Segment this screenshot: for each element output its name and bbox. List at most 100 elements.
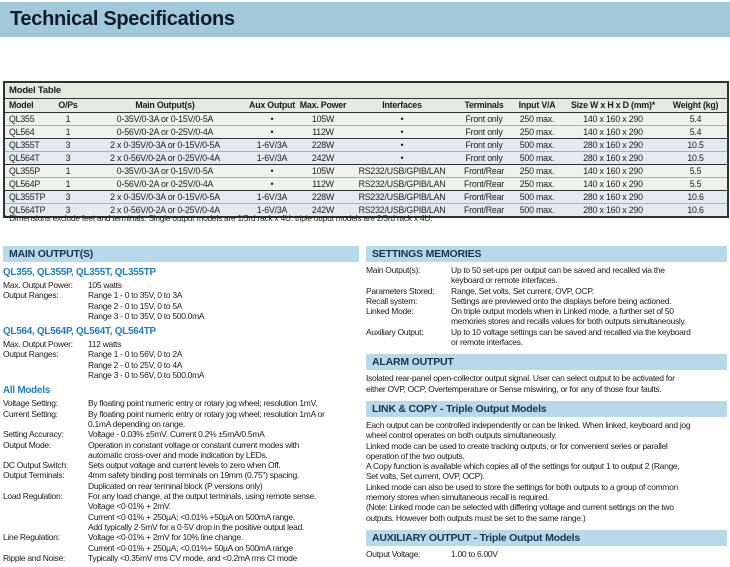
- table-header-cell: O/Ps: [52, 98, 84, 113]
- table-cell: 1-6V/3A: [246, 138, 298, 152]
- table-cell: 10.6: [664, 190, 729, 204]
- spec-value: Up to 50 set-ups per output can be saved…: [451, 265, 665, 286]
- alarm-output-text: Isolated rear-panel open-collector outpu…: [366, 373, 675, 394]
- paragraph: Each output can be controlled independen…: [366, 419, 691, 441]
- table-cell: Front only: [456, 112, 512, 126]
- table-cell: 1-6V/3A: [246, 190, 298, 204]
- table-header-cell: Input V/A: [512, 98, 562, 113]
- table-cell: 242W: [298, 151, 348, 165]
- table-cell: 242W: [298, 203, 348, 218]
- section-header-alarm-output: ALARM OUTPUT: [366, 354, 727, 371]
- table-cell: 112W: [298, 177, 348, 191]
- table-cell: 140 x 160 x 290: [562, 164, 664, 178]
- table-cell: 250 max.: [512, 164, 562, 178]
- spec-value: Range 1 - 0 to 35V, 0 to 3A Range 2 - 0 …: [88, 290, 205, 321]
- spec-value: Typically <0.35mV rms CV mode, and <0.2m…: [88, 552, 297, 563]
- table-row: QL564TP 3 2 x 0-56V/0-2A or 0-25V/0-4A 1-6V…: [4, 203, 729, 218]
- spec-label: Recall system:: [366, 295, 418, 306]
- table-header-cell: Weight (kg): [664, 98, 729, 113]
- spec-value: Voltage <0·01% + 2mV for 10% line change…: [88, 532, 293, 553]
- spec-value: By floating point numeric entry or rotar…: [88, 398, 318, 409]
- spec-row: Line Regulation: Voltage <0·01% + 2mV fo…: [3, 532, 359, 553]
- table-cell: 280 x 160 x 290: [562, 151, 664, 165]
- paragraph: Linked mode can be used to create tracki…: [366, 440, 668, 461]
- table-cell: 10.6: [664, 203, 729, 218]
- section-heading-text: AUXILIARY OUTPUT - Triple Output Models: [372, 531, 581, 544]
- model-table-title-row: Model Table: [4, 82, 729, 99]
- spec-value: 4mm safety binding post terminals on 19m…: [88, 470, 299, 491]
- table-cell: 250 max.: [512, 125, 562, 139]
- table-cell: 0-56V/0-2A or 0-25V/0-4A: [84, 125, 246, 139]
- spec-value: 1.00 to 6.00V: [451, 548, 498, 559]
- table-cell: 5.4: [664, 112, 729, 126]
- model-table-body: QL355 1 0-35V/0-3A or 0-15V/0-5A • 105W • Fron…: [4, 112, 729, 218]
- table-cell: 10.5: [664, 151, 729, 165]
- table-cell: 1: [52, 112, 84, 126]
- table-row: QL564T 3 2 x 0-56V/0-2A or 0-25V/0-4A 1-6V/…: [4, 151, 729, 165]
- table-cell: •: [348, 151, 456, 165]
- table-cell: RS232/USB/GPIB/LAN: [348, 203, 456, 218]
- table-header-cell: Aux Output: [246, 98, 298, 113]
- spec-row: Output Terminals: 4mm safety binding pos…: [3, 470, 359, 491]
- table-cell: 280 x 160 x 290: [562, 138, 664, 152]
- table-header-cell: Main Output(s): [84, 98, 246, 113]
- table-row: QL355 1 0-35V/0-3A or 0-15V/0-5A • 105W • Fron…: [4, 112, 729, 126]
- table-cell: •: [348, 125, 456, 139]
- spec-row: Max. Output Power: 105 watts: [3, 280, 359, 290]
- table-cell: •: [246, 164, 298, 178]
- table-cell: 500 max.: [512, 138, 562, 152]
- table-cell: QL564: [4, 125, 52, 139]
- table-cell: •: [246, 125, 298, 139]
- spec-value: Range, Set volts, Set current, OVP, OCP.: [451, 285, 594, 296]
- table-cell: Front/Rear: [456, 164, 512, 178]
- table-cell: RS232/USB/GPIB/LAN: [348, 190, 456, 204]
- spec-label: Parameters Stored:: [366, 285, 435, 296]
- model-table-header-row: Model O/Ps Main Output(s) Aux Output Max. Po…: [4, 98, 729, 113]
- table-header-cell: Size W x H x D (mm)*: [562, 98, 664, 113]
- table-cell: 5.5: [664, 177, 729, 191]
- table-cell: 1-6V/3A: [246, 151, 298, 165]
- table-cell: QL355TP: [4, 190, 52, 204]
- table-cell: 3: [52, 190, 84, 204]
- spec-row: Recall system: Settings are previewed on…: [366, 296, 727, 306]
- table-cell: Front/Rear: [456, 190, 512, 204]
- spec-label: Output Ranges:: [3, 349, 59, 360]
- table-cell: 140 x 160 x 290: [562, 125, 664, 139]
- section-header-main-outputs: MAIN OUTPUT(S): [3, 246, 359, 262]
- spec-row: Linked Mode: On triple output models whe…: [366, 306, 727, 327]
- page-title: Technical Specifications: [10, 8, 235, 30]
- left-column: MAIN OUTPUT(S) QL355, QL355P, QL355T, QL…: [3, 246, 359, 563]
- spec-label: Voltage Setting:: [3, 398, 58, 409]
- table-cell: 280 x 160 x 290: [562, 190, 664, 204]
- spec-label: Output Mode:: [3, 439, 51, 450]
- spec-label: Load Regulation:: [3, 491, 63, 502]
- spec-value: 112 watts: [88, 339, 122, 350]
- spec-label: Max. Output Power:: [3, 280, 73, 290]
- table-cell: Front/Rear: [456, 203, 512, 218]
- spec-value: Operation in constant voltage or constan…: [88, 439, 300, 460]
- spec-label: Output Terminals:: [3, 470, 65, 481]
- spec-label: Ripple and Noise:: [3, 552, 65, 563]
- table-cell: •: [348, 138, 456, 152]
- spec-label: Current Setting:: [3, 408, 58, 419]
- table-cell: Front only: [456, 138, 512, 152]
- table-row: QL564P 1 0-56V/0-2A or 0-25V/0-4A • 112W RS23…: [4, 177, 729, 191]
- section-heading-text: SETTINGS MEMORIES: [372, 248, 482, 260]
- table-cell: 10.5: [664, 138, 729, 152]
- paragraph: Linked mode can also be used to store th…: [366, 481, 678, 503]
- spec-label: Max. Output Power:: [3, 339, 73, 350]
- link-copy-paragraphs: Each output can be controlled independen…: [366, 420, 727, 523]
- spec-label: Setting Accuracy:: [3, 429, 64, 440]
- table-cell: 1: [52, 125, 84, 139]
- spec-label: Output Voltage:: [366, 548, 421, 559]
- table-cell: 2 x 0-56V/0-2A or 0-25V/0-4A: [84, 203, 246, 218]
- table-footnote: * Dimensions exclude feet and terminals.…: [4, 213, 433, 223]
- table-cell: QL355: [4, 112, 52, 126]
- table-row: QL355P 1 0-35V/0-3A or 0-15V/0-5A • 105W RS23…: [4, 164, 729, 178]
- spec-value: Range 1 - 0 to 56V, 0 to 2A Range 2 - 0 …: [88, 349, 205, 381]
- spec-list-settings-memories: Main Output(s): Up to 50 set-ups per out…: [366, 265, 727, 347]
- spec-list-ql355: Max. Output Power: 105 watts Output Rang…: [3, 280, 359, 321]
- table-cell: •: [348, 112, 456, 126]
- table-cell: 140 x 160 x 290: [562, 177, 664, 191]
